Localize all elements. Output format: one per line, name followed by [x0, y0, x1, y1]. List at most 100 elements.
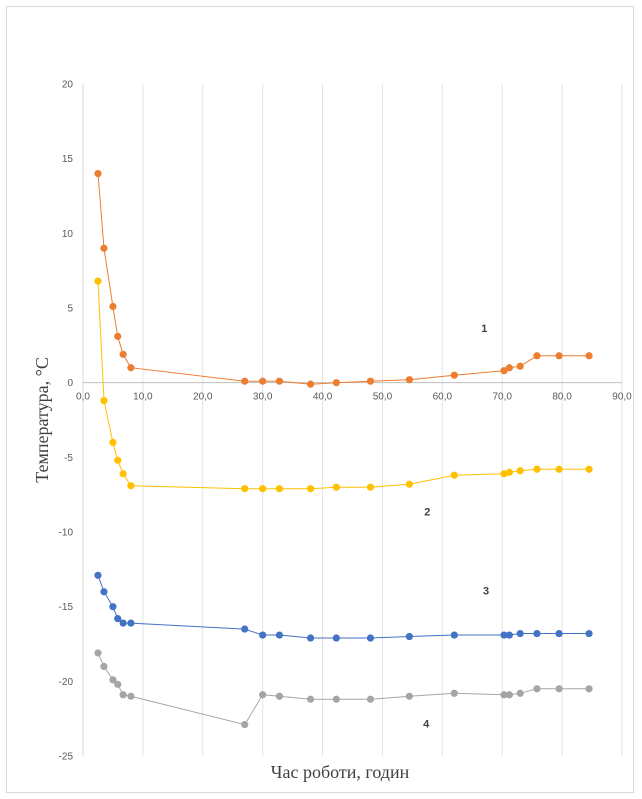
- y-tick-label: 5: [67, 304, 73, 315]
- series-annotations: 1 2 3 4: [423, 323, 489, 731]
- x-tick-label: 30,0: [253, 392, 273, 403]
- data-point: [450, 631, 458, 639]
- data-point: [405, 632, 413, 641]
- data-point: [500, 470, 508, 478]
- data-point: [241, 625, 249, 633]
- x-tick-label: 80,0: [552, 392, 572, 403]
- data-point: [127, 482, 135, 490]
- data-point: [127, 619, 135, 627]
- y-tick-label: -5: [64, 453, 73, 464]
- axes: [82, 84, 622, 756]
- y-axis-title: Температура, °С: [32, 357, 52, 483]
- data-point: [505, 691, 514, 699]
- data-point: [275, 631, 284, 639]
- series-label-4: 4: [423, 719, 430, 731]
- data-point: [109, 676, 117, 684]
- data-point: [585, 465, 593, 473]
- data-point: [259, 691, 267, 699]
- data-point: [500, 367, 508, 375]
- series-line-4: [97, 652, 590, 726]
- x-tick-label: 40,0: [313, 392, 333, 403]
- series-lines: [97, 173, 590, 726]
- data-point: [366, 695, 375, 703]
- data-point: [275, 377, 284, 385]
- chart-area: [6, 6, 634, 793]
- data-point: [100, 396, 108, 405]
- series-line-2: [97, 281, 590, 490]
- gridlines: [142, 84, 623, 756]
- series-line-1: [97, 173, 590, 385]
- data-point: [555, 465, 563, 473]
- y-tick-label: -20: [59, 677, 74, 688]
- data-point: [94, 277, 102, 285]
- y-axis-tick-labels: 20 15 10 5 0 -5 -10 -15 -20 -25: [59, 80, 74, 763]
- series-label-3: 3: [483, 586, 489, 598]
- data-point: [505, 364, 514, 372]
- data-point: [94, 170, 102, 178]
- y-tick-label: -10: [59, 528, 74, 539]
- data-point: [366, 634, 375, 642]
- data-point: [533, 465, 541, 473]
- data-point: [450, 371, 458, 379]
- data-point: [259, 377, 267, 385]
- data-point: [405, 480, 413, 488]
- data-point: [127, 692, 135, 700]
- data-point: [516, 362, 524, 370]
- x-tick-label: 0,0: [76, 392, 90, 403]
- series-points: [94, 170, 593, 729]
- data-point: [119, 350, 127, 358]
- data-point: [555, 352, 563, 360]
- data-point: [109, 302, 117, 311]
- y-tick-label: 10: [62, 229, 74, 240]
- data-point: [94, 649, 102, 657]
- data-point: [241, 485, 249, 493]
- x-tick-label: 50,0: [373, 392, 393, 403]
- x-axis-tick-labels: 0,0 10,0 20,0 30,0 40,0 50,0 60,0 70,0 80,0 90,0: [76, 392, 632, 403]
- data-point: [555, 685, 563, 693]
- y-tick-label: -25: [59, 752, 74, 763]
- data-point: [505, 631, 514, 639]
- data-point: [259, 485, 267, 493]
- data-point: [94, 571, 102, 579]
- y-tick-label: 0: [67, 378, 73, 389]
- data-point: [585, 352, 593, 360]
- series-label-1: 1: [481, 323, 487, 335]
- data-point: [332, 695, 340, 703]
- data-point: [516, 629, 524, 638]
- x-tick-label: 70,0: [492, 392, 512, 403]
- data-point: [306, 380, 315, 388]
- data-point: [533, 685, 541, 693]
- data-point: [114, 332, 122, 340]
- data-point: [332, 634, 340, 642]
- data-point: [516, 689, 524, 697]
- data-point: [405, 376, 413, 384]
- data-point: [555, 629, 563, 638]
- data-point: [332, 483, 340, 491]
- data-point: [306, 634, 315, 642]
- data-point: [275, 692, 284, 700]
- x-tick-label: 10,0: [133, 392, 153, 403]
- y-tick-label: -15: [59, 602, 74, 613]
- data-point: [259, 631, 267, 639]
- data-point: [306, 485, 315, 493]
- data-point: [119, 691, 127, 699]
- data-point: [114, 615, 122, 623]
- data-point: [100, 662, 108, 671]
- data-point: [500, 691, 508, 699]
- series-label-2: 2: [424, 507, 430, 519]
- data-point: [533, 352, 541, 360]
- data-point: [114, 680, 122, 688]
- data-point: [241, 377, 249, 385]
- y-tick-label: 15: [62, 154, 74, 165]
- data-point: [366, 377, 375, 385]
- data-point: [500, 631, 508, 639]
- data-point: [306, 695, 315, 703]
- data-point: [505, 468, 514, 476]
- data-point: [450, 471, 458, 479]
- data-point: [119, 619, 127, 627]
- data-point: [241, 721, 249, 729]
- data-point: [405, 692, 413, 700]
- data-point: [114, 456, 122, 464]
- x-tick-label: 90,0: [612, 392, 632, 403]
